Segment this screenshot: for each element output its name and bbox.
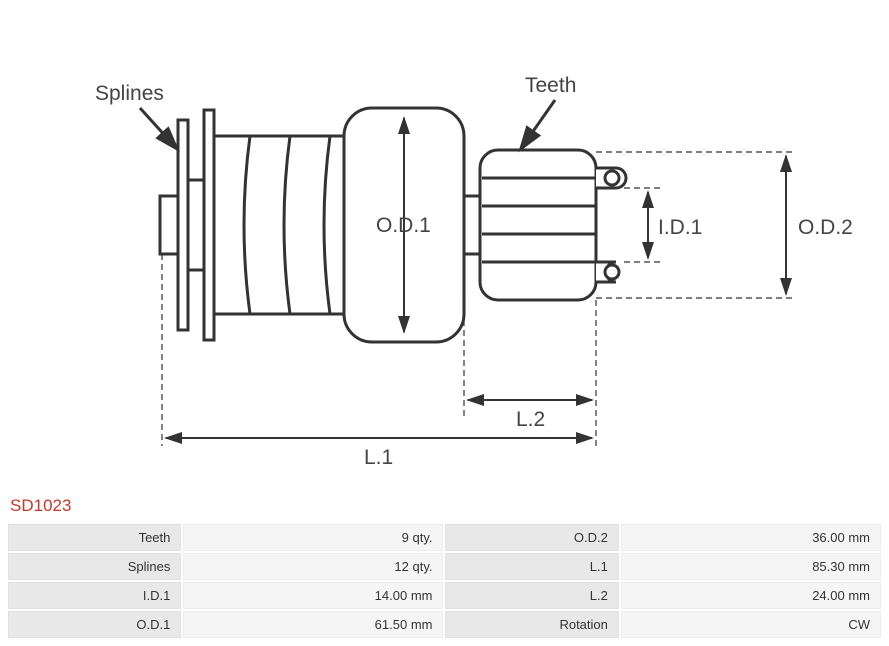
spec-value: 9 qty. (183, 524, 443, 551)
diagram-label-od1: O.D.1 (376, 214, 431, 237)
spec-label: I.D.1 (8, 582, 181, 609)
table-row: I.D.1 14.00 mm L.2 24.00 mm (8, 582, 881, 609)
spec-value: 85.30 mm (621, 553, 881, 580)
spec-label: Teeth (8, 524, 181, 551)
diagram-label-id1: I.D.1 (658, 216, 702, 239)
part-number: SD1023 (0, 490, 889, 522)
table-row: Teeth 9 qty. O.D.2 36.00 mm (8, 524, 881, 551)
diagram-label-l1: L.1 (364, 446, 393, 469)
spec-value: 24.00 mm (621, 582, 881, 609)
diagram-label-splines: Splines (95, 82, 164, 105)
spec-label: Splines (8, 553, 181, 580)
diagram-label-teeth: Teeth (525, 74, 576, 97)
spec-value: 14.00 mm (183, 582, 443, 609)
spec-table: Teeth 9 qty. O.D.2 36.00 mm Splines 12 q… (0, 522, 889, 646)
technical-diagram: Splines Teeth O.D.1 I.D.1 O.D.2 L.2 (0, 0, 889, 490)
spec-value: 12 qty. (183, 553, 443, 580)
spec-label: L.2 (445, 582, 618, 609)
diagram-label-l2: L.2 (516, 408, 545, 431)
spec-label: O.D.2 (445, 524, 618, 551)
diagram-label-od2: O.D.2 (798, 216, 853, 239)
spec-value: 36.00 mm (621, 524, 881, 551)
spec-label: L.1 (445, 553, 618, 580)
table-row: Splines 12 qty. L.1 85.30 mm (8, 553, 881, 580)
